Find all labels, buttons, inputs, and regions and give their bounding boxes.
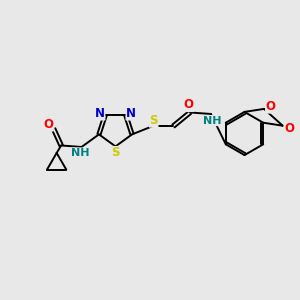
Text: O: O [266,100,276,113]
Text: O: O [183,98,194,112]
Text: N: N [95,107,105,120]
Text: NH: NH [71,148,89,158]
Text: N: N [126,107,136,120]
Text: O: O [284,122,294,135]
Text: S: S [111,146,120,160]
Text: O: O [43,118,53,131]
Text: S: S [149,114,158,127]
Text: NH: NH [203,116,222,126]
